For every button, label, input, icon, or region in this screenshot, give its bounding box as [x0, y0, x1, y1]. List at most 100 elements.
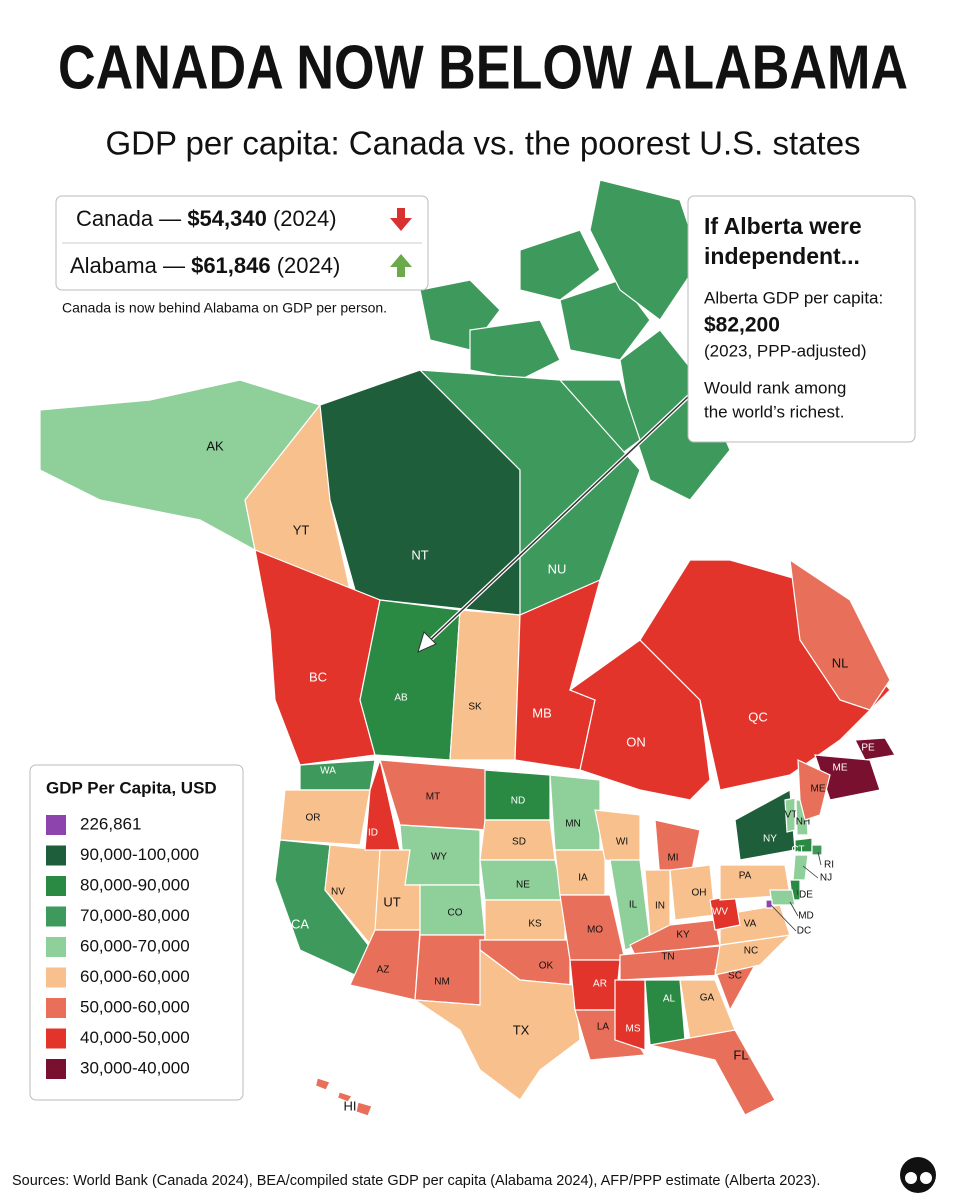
name: Alabama — — [70, 253, 185, 278]
region-label: NT — [411, 547, 428, 562]
region-label: CO — [448, 908, 463, 919]
logo — [900, 1157, 936, 1193]
region — [644, 979, 686, 1046]
region-label: VA — [744, 919, 757, 930]
row: Alabama — $61,846 (2024) — [70, 253, 340, 278]
logo-shape — [900, 1157, 936, 1193]
comparison-box: Canada — $54,340 (2024) Alabama — $61,84… — [55, 195, 429, 316]
region-label: OR — [306, 813, 321, 824]
region-label: ME — [833, 763, 848, 774]
region-label: NV — [331, 887, 345, 898]
year: (2024) — [277, 253, 341, 278]
region-label: MN — [565, 819, 581, 830]
legend-label: 30,000-40,000 — [80, 1058, 190, 1077]
region-label: NM — [434, 977, 450, 988]
region-label: LA — [597, 1022, 610, 1033]
region-label: NL — [832, 655, 849, 670]
callout-title: independent... — [704, 243, 860, 269]
sources: Sources: World Bank (Canada 2024), BEA/c… — [12, 1173, 820, 1189]
up-arrow — [390, 254, 412, 277]
region — [649, 1029, 776, 1116]
region-label: HI — [344, 1098, 357, 1113]
region-label: GA — [700, 993, 715, 1004]
leader-line — [802, 865, 819, 879]
region-label: KY — [676, 930, 690, 941]
value: $61,846 — [191, 253, 271, 278]
island — [519, 229, 601, 301]
region — [484, 899, 566, 941]
region-label: WI — [616, 837, 628, 848]
legend-label: 80,000-90,000 — [80, 875, 190, 894]
region — [811, 844, 823, 856]
region-label: PE — [861, 743, 875, 754]
island — [559, 279, 651, 361]
region — [279, 789, 371, 846]
region — [299, 759, 376, 791]
region-label: MO — [587, 925, 603, 936]
region-label: DC — [797, 926, 811, 937]
region-label: UT — [383, 894, 400, 909]
region-label: BC — [309, 669, 327, 684]
region-label: KS — [528, 919, 542, 930]
down-arrow — [390, 208, 412, 231]
legend-swatch — [46, 998, 66, 1018]
value: $54,340 — [187, 206, 267, 231]
legend-swatch — [46, 967, 66, 988]
row: Canada — $54,340 (2024) — [76, 206, 337, 231]
legend-swatch — [46, 845, 66, 866]
region — [412, 948, 581, 1101]
legend-swatch — [46, 906, 66, 927]
legend-swatch — [46, 876, 66, 896]
box — [687, 195, 916, 443]
region — [765, 899, 773, 909]
region-label: AZ — [377, 965, 390, 976]
legend-title: GDP Per Capita, USD — [46, 778, 217, 797]
region-label: IA — [578, 873, 588, 884]
island — [589, 179, 701, 321]
region-label: IN — [655, 901, 665, 912]
region-label: WY — [431, 852, 447, 863]
legend-label: 226,861 — [80, 814, 141, 833]
region-label: NU — [548, 561, 567, 576]
region-label: WA — [320, 766, 336, 777]
legend: GDP Per Capita, USD 226,861 90,000-100,00… — [29, 764, 244, 1101]
region-label: AB — [394, 693, 408, 704]
callout-title: If Alberta were — [704, 213, 862, 239]
name: Canada — — [76, 206, 181, 231]
region-label: SK — [468, 702, 482, 713]
legend-label: 40,000-50,000 — [80, 1028, 190, 1047]
region — [769, 889, 796, 906]
region-label: MS — [626, 1024, 641, 1035]
arrowhead — [417, 631, 437, 653]
region — [359, 599, 461, 761]
detail: (2023, PPP-adjusted) — [704, 341, 867, 360]
region-label: NJ — [820, 873, 832, 884]
region-label: NH — [796, 817, 810, 828]
region-label: ID — [368, 828, 378, 839]
region-label: ON — [626, 734, 646, 749]
region-label: IL — [629, 900, 638, 911]
value: $82,200 — [704, 314, 780, 337]
region-label: QC — [748, 709, 768, 724]
legend-swatch — [46, 937, 66, 957]
region-label: DE — [799, 890, 813, 901]
legend-label: 90,000-100,000 — [80, 845, 199, 864]
pointer — [424, 394, 691, 646]
region — [414, 934, 486, 1006]
legend-swatch — [46, 815, 66, 835]
region-label: SC — [728, 971, 742, 982]
region-label: TX — [513, 1022, 530, 1037]
region-label: YT — [293, 522, 310, 537]
region-label: ME — [811, 784, 826, 795]
region — [549, 774, 601, 851]
region — [789, 558, 891, 711]
map: AK YT NT NU BC AB SK MB ON QC NL PE ME WA OR CA NV ID MT WY… — [39, 179, 896, 1117]
year: (2024) — [273, 206, 337, 231]
legend-label: 50,000-60,000 — [80, 997, 190, 1016]
region-label: WV — [712, 907, 728, 918]
region-label: SD — [512, 837, 526, 848]
region-label: PA — [739, 871, 752, 882]
region — [854, 737, 896, 761]
legend-swatch — [46, 1028, 66, 1049]
